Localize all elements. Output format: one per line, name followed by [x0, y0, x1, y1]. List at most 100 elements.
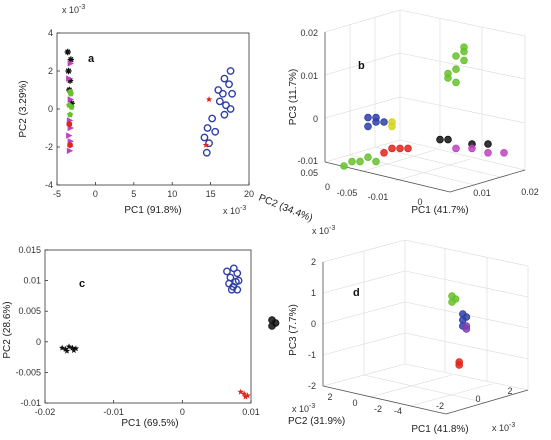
panel-b-box	[324, 9, 526, 193]
panel-a-point-black	[67, 56, 75, 63]
panel-b-ytick: 0.05	[300, 168, 318, 178]
panel-a-point-blue	[203, 124, 212, 132]
panel-b-point-blue	[364, 122, 372, 131]
panel-b-point-green	[460, 56, 468, 65]
panel-b-point-green	[452, 78, 460, 87]
panel-b-ztick: 0.02	[300, 28, 318, 38]
panel-b-xtick: 0.02	[521, 187, 539, 197]
panel-b-ztick: -0.01	[297, 156, 318, 166]
panel-a-point-green	[67, 90, 74, 97]
panel-d-xtick: -2	[436, 401, 444, 411]
panel-a-point-blue	[218, 89, 227, 98]
panel-c-ytick-label: 0.015	[18, 245, 41, 255]
panel-c-marks	[59, 264, 251, 400]
panel-b-letter: b	[358, 60, 365, 72]
panel-b-yticks: 0.05 0 -0.05	[300, 168, 357, 198]
panel-d-ytick: 2	[327, 392, 332, 402]
panel-c-letter: c	[79, 278, 85, 290]
panel-a-ytick-label: 4	[48, 28, 53, 38]
panel-a-point-red	[205, 96, 213, 103]
panel-b-point-black	[444, 135, 452, 144]
panel-c-frame	[44, 249, 252, 404]
panel-b-xticks: -0.01 0 0.01 0.02	[368, 187, 539, 207]
panel-b-point-magenta	[484, 149, 492, 157]
panel-b-point-red	[380, 149, 388, 157]
panel-b-point-red	[388, 144, 396, 153]
panel-d-point-purple	[462, 325, 471, 333]
panel-c-ytick-label: -0.01	[20, 398, 41, 408]
panel-b-point-blue	[372, 113, 380, 122]
panel-a-point-red	[67, 141, 73, 149]
panel-a-point-blue	[215, 97, 224, 106]
panel-d-point-black	[271, 319, 280, 327]
panel-a-ymult: x 10-3	[62, 4, 85, 15]
panel-a-point-blue	[202, 148, 211, 157]
panel-b-zlabel: PC3 (11.7%)	[288, 69, 299, 126]
panel-a-point-blue	[226, 105, 235, 113]
panel-a-point-green	[67, 111, 74, 118]
panel-c-point-blue	[227, 285, 236, 294]
panel-a-ticks: -5 0 5 10 15 20 -4 -2 0 2 4	[45, 28, 254, 199]
panel-b-point-green	[452, 52, 460, 60]
panel-a-xmult: x 10-3	[223, 205, 246, 216]
panel-a-xtick-label: 15	[206, 189, 216, 199]
panel-b-point-red	[404, 144, 412, 153]
panel-d-ztick: -1	[308, 350, 316, 360]
panel-a-point-black	[66, 77, 74, 84]
panel-a: -5 0 5 10 15 20 -4 -2 0 2 4 a x 10-3 x 10-3 PC1 (9…	[18, 4, 254, 216]
panel-a-xlabel: PC1 (91.8%)	[124, 205, 181, 216]
panel-d-marks	[268, 292, 471, 369]
panel-d-xtick: 0	[475, 394, 480, 404]
panel-a-point-black	[64, 48, 71, 56]
panel-b-point-black	[484, 140, 492, 148]
panel-a-ytick-label: 0	[48, 104, 53, 114]
panel-d-point-red	[455, 361, 464, 369]
panel-d-point-blue	[462, 313, 471, 321]
panel-b-ytick: 0	[325, 182, 330, 192]
panel-d-ztick: 0	[311, 319, 316, 329]
panel-b-point-yellow	[388, 122, 396, 131]
panel-b-point-magenta	[452, 144, 460, 153]
panel-c-xtick-label: 0	[180, 407, 185, 417]
panel-a-point-magenta	[67, 96, 75, 103]
panel-c-xlabel: PC1 (69.5%)	[121, 418, 178, 429]
panel-d-xmult: x 10-3	[492, 422, 515, 433]
panel-c-point-blue	[233, 285, 242, 294]
panel-a-xtick-label: -5	[53, 189, 61, 199]
panel-a-ylabel: PC2 (3.29%)	[18, 80, 29, 137]
panel-d-xticks: -4 -2 0 2	[394, 386, 513, 416]
panel-b-zticks: 0.02 0.01 0 -0.01	[297, 28, 318, 166]
panel-c-point-blue	[233, 269, 242, 278]
panel-c-point-red	[242, 393, 249, 400]
panel-b-point-blue	[380, 118, 388, 126]
panel-c-ytick-label: 0.005	[18, 306, 41, 316]
panel-c-ytick-label: 0	[36, 337, 41, 347]
panel-c-point-black	[59, 344, 66, 351]
panel-a-point-green	[68, 103, 75, 110]
panel-a-point-black	[65, 67, 72, 75]
panel-d-yticks: 2 0 -2	[327, 392, 382, 414]
panel-b-point-green	[460, 47, 468, 56]
panel-a-point-blue	[211, 127, 220, 136]
panel-d-ytick: 0	[352, 398, 357, 408]
panel-c-ytick-label: 0.01	[23, 276, 41, 286]
panel-a-point-blue	[226, 67, 235, 75]
panel-a-point-blue	[220, 110, 229, 119]
panel-b-ytick: -0.05	[337, 188, 358, 198]
panel-b-xtick: 0.01	[473, 188, 491, 198]
panel-d-ymult: x 10-3	[292, 403, 315, 414]
panel-d-box	[322, 239, 529, 415]
panel-b-point-green	[444, 74, 452, 82]
panel-b-point-green	[356, 157, 364, 166]
panel-a-point-blue	[225, 80, 233, 89]
panel-a-point-blue	[214, 86, 223, 94]
panel-a-xtick-label: 5	[131, 189, 136, 199]
panel-a-letter: a	[88, 53, 95, 65]
panel-a-point-blue	[220, 74, 229, 83]
panel-a-xtick-label: 20	[244, 189, 254, 199]
panel-a-xtick-label: 10	[167, 189, 177, 199]
panel-c-ylabel: PC2 (28.6%)	[2, 301, 13, 358]
panel-d-letter: d	[353, 287, 360, 299]
panel-b-point-magenta	[500, 149, 508, 157]
panel-d-xtick: 2	[507, 386, 512, 396]
